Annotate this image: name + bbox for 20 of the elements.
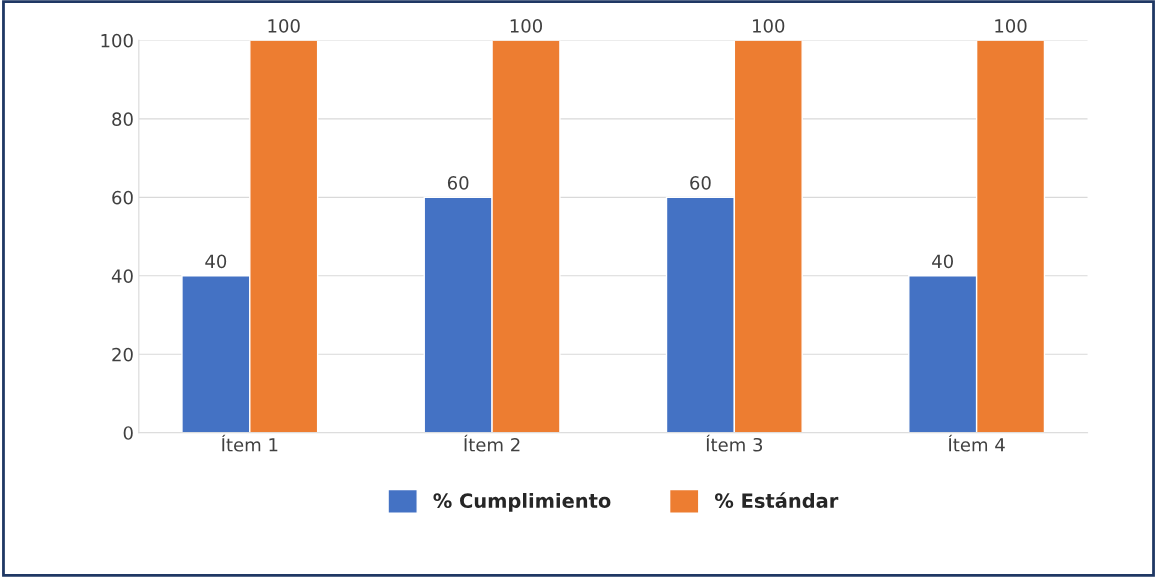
y-tick-label: 0 bbox=[123, 426, 133, 440]
data-label: 100 bbox=[995, 19, 1027, 33]
data-label: 100 bbox=[268, 19, 300, 33]
data-label: 60 bbox=[447, 176, 469, 190]
legend-label: % Cumplimiento bbox=[433, 492, 611, 512]
y-tick-label: 100 bbox=[101, 33, 133, 48]
data-label: 100 bbox=[510, 19, 543, 33]
x-tick-label: Ítem 2 bbox=[464, 434, 520, 452]
data-label: 40 bbox=[205, 254, 227, 269]
data-label: 100 bbox=[753, 19, 785, 33]
y-tick-label: 40 bbox=[111, 269, 133, 283]
y-tick-label: 80 bbox=[112, 112, 133, 126]
x-tick-label: Ítem 3 bbox=[706, 434, 763, 452]
x-tick-label: Ítem 1 bbox=[222, 434, 278, 452]
y-tick-label: 20 bbox=[112, 347, 133, 362]
data-label: 60 bbox=[690, 176, 711, 190]
legend-label: % Estándar bbox=[714, 492, 839, 509]
data-label: 40 bbox=[932, 254, 953, 269]
x-tick-label: Ítem 4 bbox=[948, 434, 1005, 452]
y-tick-label: 60 bbox=[112, 190, 133, 205]
